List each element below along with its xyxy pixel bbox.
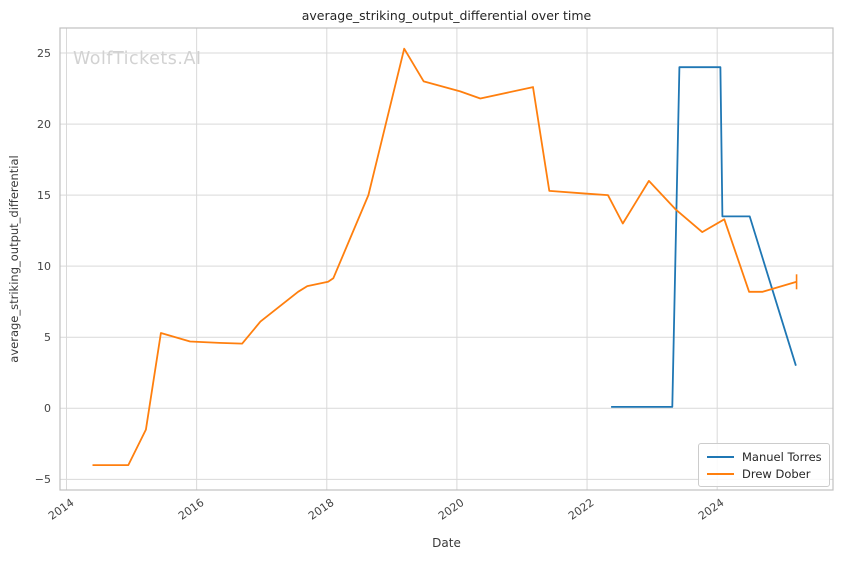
watermark: WolfTickets.AI xyxy=(73,49,202,69)
series-line-manuel-torres xyxy=(611,66,797,408)
plot-background xyxy=(60,28,833,490)
legend-line-swatch-orange xyxy=(707,472,734,475)
y-tick-label: 15 xyxy=(37,188,51,202)
y-tick-label: 20 xyxy=(37,117,51,131)
x-axis-label: Date xyxy=(432,536,461,550)
y-tick-label: 10 xyxy=(37,259,51,273)
legend-item-manuel-torres: Manuel Torres xyxy=(707,448,822,465)
legend: Manuel Torres Drew Dober xyxy=(698,443,830,487)
y-tick-label: 0 xyxy=(44,401,51,415)
plot-border xyxy=(59,27,834,491)
legend-label: Drew Dober xyxy=(742,466,811,481)
series-line-drew-dober xyxy=(92,47,797,467)
legend-label: Manuel Torres xyxy=(742,449,822,464)
legend-item-drew-dober: Drew Dober xyxy=(707,465,821,482)
y-tick-label: 5 xyxy=(44,330,51,344)
y-tick-label: 25 xyxy=(37,46,51,60)
legend-line-swatch-blue xyxy=(707,455,734,458)
y-tick-label: −5 xyxy=(34,472,51,486)
chart-title: average_striking_output_differential ove… xyxy=(301,8,592,23)
